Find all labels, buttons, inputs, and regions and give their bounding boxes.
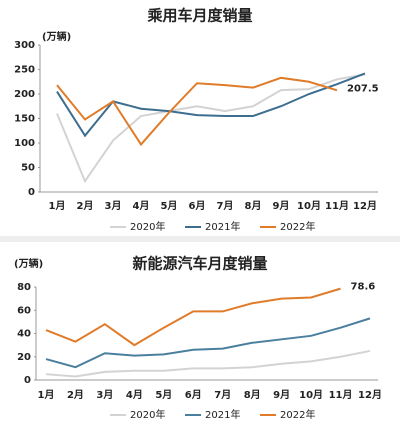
x-tick-label: 1月: [38, 389, 55, 401]
y-axis-label: (万辆): [14, 257, 43, 270]
x-tick-label: 12月: [353, 200, 377, 212]
series-line: [56, 73, 366, 184]
x-tick-label: 9月: [273, 389, 290, 401]
x-tick-label: 9月: [273, 200, 290, 212]
x-tick-label: 3月: [105, 200, 122, 212]
x-tick-label: 8月: [245, 200, 262, 212]
chart-title: 新能源汽车月度销量: [132, 255, 267, 273]
legend-label: 2020年: [130, 408, 165, 421]
x-tick-label: 6月: [185, 389, 202, 401]
x-tick-label: 11月: [329, 389, 353, 401]
x-tick-label: 1月: [49, 200, 66, 212]
y-tick-label: 60: [17, 305, 31, 316]
y-tick-label: 150: [14, 114, 35, 125]
y-tick-label: 0: [24, 375, 31, 386]
y-tick-label: 40: [17, 329, 31, 340]
x-tick-label: 12月: [358, 389, 382, 401]
x-tick-label: 6月: [189, 200, 206, 212]
series-line: [56, 76, 338, 147]
x-tick-label: 8月: [244, 389, 261, 401]
x-tick-label: 4月: [133, 200, 150, 212]
series-line: [45, 287, 341, 347]
series-line: [45, 317, 371, 369]
y-tick-label: 300: [14, 40, 35, 51]
data-label: 78.6: [351, 282, 376, 293]
x-tick-label: 3月: [96, 389, 113, 401]
x-tick-label: 7月: [214, 389, 231, 401]
y-tick-label: 100: [14, 138, 35, 149]
y-tick-label: 0: [28, 187, 35, 198]
legend-label: 2021年: [205, 408, 240, 421]
series-line: [56, 72, 366, 138]
separator: [0, 236, 400, 242]
y-axis-label: (万辆): [42, 30, 71, 43]
chart-title: 乘用车月度销量: [146, 7, 252, 25]
x-tick-label: 4月: [126, 389, 143, 401]
legend-label: 2020年: [130, 220, 165, 233]
legend-label: 2021年: [205, 220, 240, 233]
legend-label: 2022年: [280, 220, 315, 233]
legend-label: 2022年: [280, 408, 315, 421]
x-tick-label: 10月: [299, 389, 323, 401]
data-label: 207.5: [347, 83, 379, 94]
x-tick-label: 7月: [217, 200, 234, 212]
x-tick-label: 5月: [161, 200, 178, 212]
x-tick-label: 10月: [297, 200, 321, 212]
x-tick-label: 2月: [77, 200, 94, 212]
x-tick-label: 11月: [325, 200, 349, 212]
series-line: [45, 349, 371, 378]
y-tick-label: 200: [14, 89, 35, 100]
y-tick-label: 80: [17, 282, 31, 293]
y-tick-label: 250: [14, 65, 35, 76]
x-tick-label: 5月: [155, 389, 172, 401]
y-tick-label: 20: [17, 352, 31, 363]
y-tick-label: 50: [21, 163, 35, 174]
x-tick-label: 2月: [67, 389, 84, 401]
